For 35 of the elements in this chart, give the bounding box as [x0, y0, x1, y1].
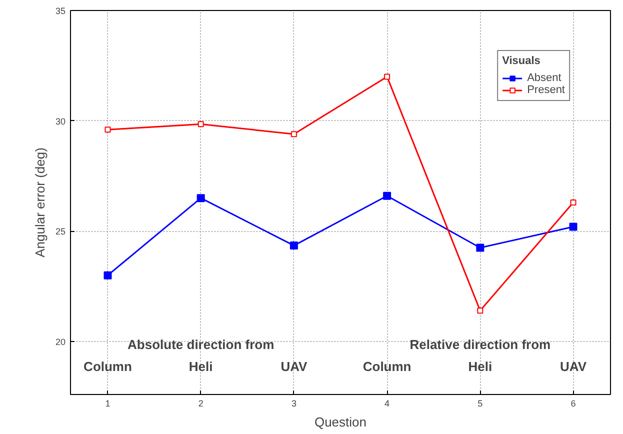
annotation: UAV — [560, 359, 587, 374]
x-axis-title: Question — [314, 414, 367, 430]
x-tick-label: 1 — [105, 398, 110, 408]
y-tick-label: 20 — [55, 337, 66, 348]
y-tick-label: 35 — [55, 6, 66, 16]
legend-label: Absent — [527, 72, 562, 84]
x-tick-label: 6 — [570, 398, 576, 408]
point — [477, 308, 484, 314]
x-tick-label: 4 — [384, 398, 390, 408]
point — [569, 222, 578, 231]
y-tick-label: 30 — [55, 116, 66, 126]
legend-label: Present — [527, 84, 565, 96]
x-tick-label: 2 — [198, 398, 204, 408]
x-tick-label: 5 — [478, 398, 483, 408]
point — [570, 200, 576, 206]
point — [383, 192, 392, 200]
annotation: Column — [362, 359, 412, 374]
point — [104, 271, 112, 280]
point — [196, 194, 205, 202]
annotation: Heli — [188, 359, 213, 374]
x-tick-label: 3 — [291, 398, 296, 408]
point — [290, 242, 298, 250]
point — [384, 74, 390, 80]
annotation: Column — [84, 359, 132, 374]
legend-title: Visuals — [502, 55, 542, 67]
annotation: Heli — [468, 359, 492, 374]
y-axis-title: Angular error (deg) — [32, 148, 48, 258]
annotation: Relative direction from — [410, 337, 551, 352]
annotation: Absolute direction from — [128, 337, 274, 352]
y-tick-label: 25 — [55, 226, 66, 237]
annotation: UAV — [280, 359, 308, 374]
point — [104, 126, 111, 133]
point — [198, 121, 204, 128]
point — [290, 131, 297, 138]
point — [476, 244, 484, 252]
